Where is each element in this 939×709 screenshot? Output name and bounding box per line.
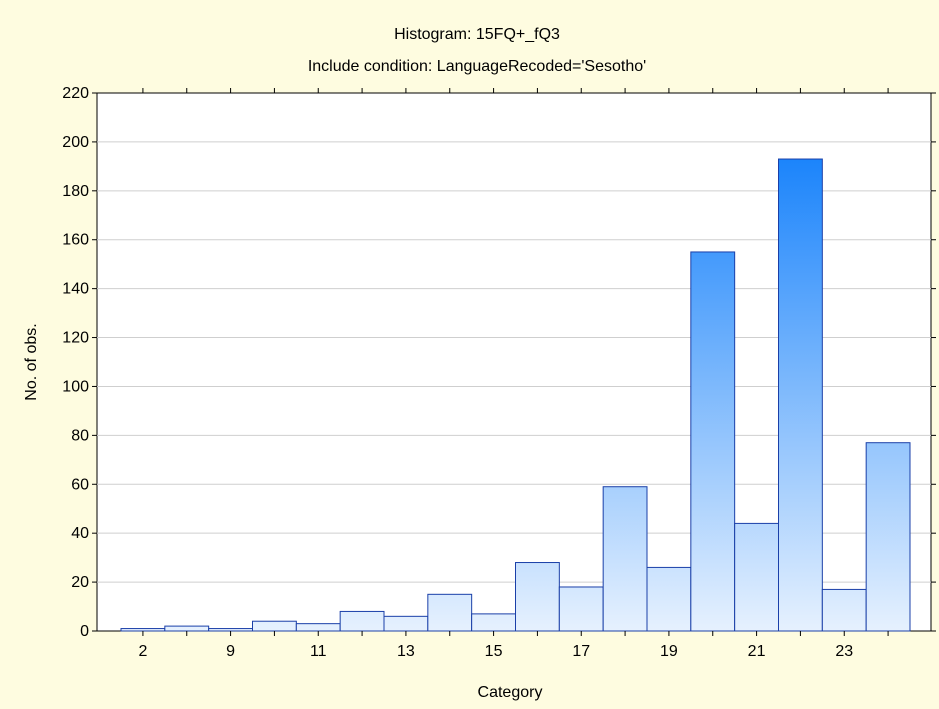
x-tick-label: 9 — [226, 643, 235, 660]
histogram-bar — [865, 442, 911, 632]
x-tick-label: 2 — [138, 643, 147, 660]
histogram-bar — [778, 158, 823, 632]
x-axis-label: Category — [478, 684, 543, 701]
histogram-bar — [383, 615, 429, 632]
x-tick-label: 11 — [310, 643, 327, 660]
chart-title: Histogram: 15FQ+_fQ3 — [394, 26, 560, 43]
y-axis-ticks: 0 20 40 60 80 100 120 140 160 180 200 220 — [62, 85, 936, 640]
histogram-bar — [295, 623, 341, 632]
chart-subtitle: Include condition: LanguageRecoded='Seso… — [308, 58, 646, 75]
histogram-bar — [252, 620, 297, 632]
x-tick-label: 17 — [572, 643, 590, 660]
x-tick-label: 21 — [748, 643, 766, 660]
histogram-bar — [734, 522, 780, 632]
y-tick-label: 80 — [71, 427, 89, 444]
histogram-bar — [427, 593, 473, 632]
y-tick-label: 140 — [62, 281, 89, 298]
y-tick-label: 60 — [71, 476, 89, 493]
histogram-bar — [646, 566, 692, 632]
y-tick-label: 40 — [71, 525, 89, 542]
y-tick-label: 200 — [62, 134, 89, 151]
bar-series — [120, 158, 911, 632]
x-tick-label: 13 — [397, 643, 415, 660]
y-tick-label: 100 — [62, 378, 89, 395]
histogram-bar — [821, 588, 867, 632]
histogram-bar — [208, 628, 254, 632]
histogram-bar — [471, 613, 516, 632]
y-tick-label: 120 — [62, 330, 89, 347]
x-tick-label: 23 — [835, 643, 853, 660]
histogram-bar — [602, 486, 648, 632]
x-tick-label: 19 — [660, 643, 678, 660]
y-tick-label: 180 — [62, 183, 89, 200]
histogram-bar — [690, 251, 736, 632]
x-axis-ticks: 2 9 11 13 15 17 19 21 23 — [138, 88, 889, 660]
y-tick-label: 0 — [80, 623, 89, 640]
histogram-bar — [164, 625, 210, 632]
histogram-bar — [558, 586, 604, 632]
y-axis-label: No. of obs. — [23, 323, 40, 400]
x-tick-label: 15 — [485, 643, 503, 660]
histogram-bar — [339, 610, 385, 632]
histogram-bar — [120, 628, 166, 632]
y-tick-label: 20 — [71, 574, 89, 591]
y-tick-label: 160 — [62, 232, 89, 249]
y-tick-label: 220 — [62, 85, 89, 102]
histogram-bar — [515, 562, 560, 632]
